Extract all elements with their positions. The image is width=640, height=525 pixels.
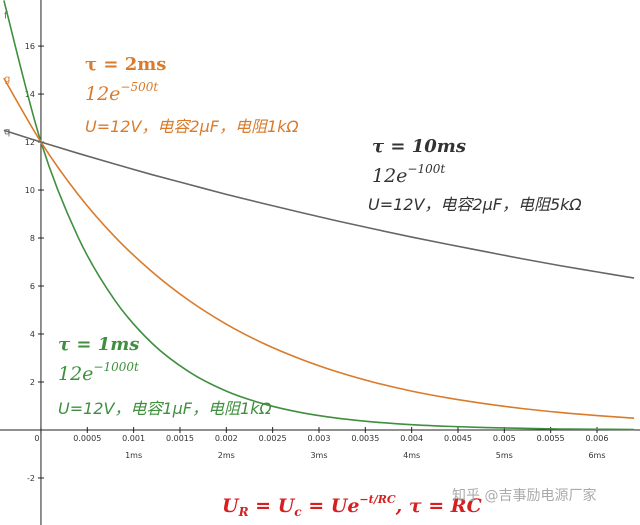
formula-part: = Ue [302,495,360,517]
exponent: −500t [120,80,158,94]
x-tick-label: 0.005 [493,434,516,443]
formula-part: = U [249,495,296,517]
formula: UR = Uc = Ue−t/RC, τ = RC [222,493,482,519]
expression: 12e−500t [85,80,158,105]
y-tick-label: 4 [30,330,35,339]
x2-tick-label: 2ms [218,451,235,460]
x-tick-label: 0.0035 [351,434,379,443]
base: 12e [85,83,120,105]
x2-tick-label: 1ms [125,451,142,460]
x-tick-label: 0.0015 [166,434,194,443]
x2-tick-label: 6ms [588,451,605,460]
watermark: 知乎 @吉事励电源厂家 [452,487,596,504]
tau: τ = 2ms [85,54,166,75]
x-tick-label: 0.004 [400,434,423,443]
series-line [3,0,635,431]
y-tick-label: 12 [25,138,35,147]
x-tick-label: 0.0055 [537,434,565,443]
tau: τ = 10ms [372,136,466,157]
x2-tick-label: 4ms [403,451,420,460]
formula-part: , τ = RC [395,495,482,517]
x-tick-label: 0.0025 [259,434,287,443]
x2-tick-label: 5ms [496,451,513,460]
exponent: −1000t [93,360,139,374]
x-tick-label: 0 [34,434,39,443]
base: 12e [372,165,407,187]
x-tick-label: 0.006 [586,434,609,443]
x-tick-label: 0.002 [215,434,238,443]
y-tick-label: 8 [30,234,35,243]
tau: τ = 1ms [58,334,139,355]
expression: 12e−1000t [58,360,139,385]
x-tick-label: 0.0045 [444,434,472,443]
y-tick-label: -2 [27,474,35,483]
expression: 12e−100t [372,162,445,187]
y-tick-label: 14 [25,90,35,99]
description: U=12V，电容2μF，电阻1kΩ [85,117,299,136]
x-tick-label: 0.0005 [73,434,101,443]
y-tick-label: 16 [25,42,35,51]
y-tick-label: 10 [25,186,35,195]
formula-part: U [222,495,240,517]
series-line [3,77,635,420]
formula-sub: R [238,505,249,519]
series-line [3,129,635,279]
annotation-g: τ = 2ms 12e−500t U=12V，电容2μF，电阻1kΩ [85,54,299,136]
y-tick-label: 6 [30,282,35,291]
base: 12e [58,363,93,385]
annotation-f: τ = 1ms 12e−1000t U=12V，电容1μF，电阻1kΩ [58,334,272,418]
x-tick-label: 0.003 [308,434,331,443]
y-tick-label: 2 [30,378,35,387]
series-name: g [4,74,10,85]
x2-tick-label: 3ms [310,451,327,460]
series-name: f [4,10,8,21]
annotation-q: τ = 10ms 12e−100t U=12V，电容2μF，电阻5kΩ [368,136,582,214]
description: U=12V，电容2μF，电阻5kΩ [368,195,582,214]
series-name: q [4,126,10,137]
x-tick-label: 0.001 [122,434,145,443]
exponent: −100t [407,162,445,176]
description: U=12V，电容1μF，电阻1kΩ [58,399,272,418]
formula-sup: −t/RC [359,493,395,506]
curves [3,0,635,431]
formula-sub: c [294,505,302,519]
